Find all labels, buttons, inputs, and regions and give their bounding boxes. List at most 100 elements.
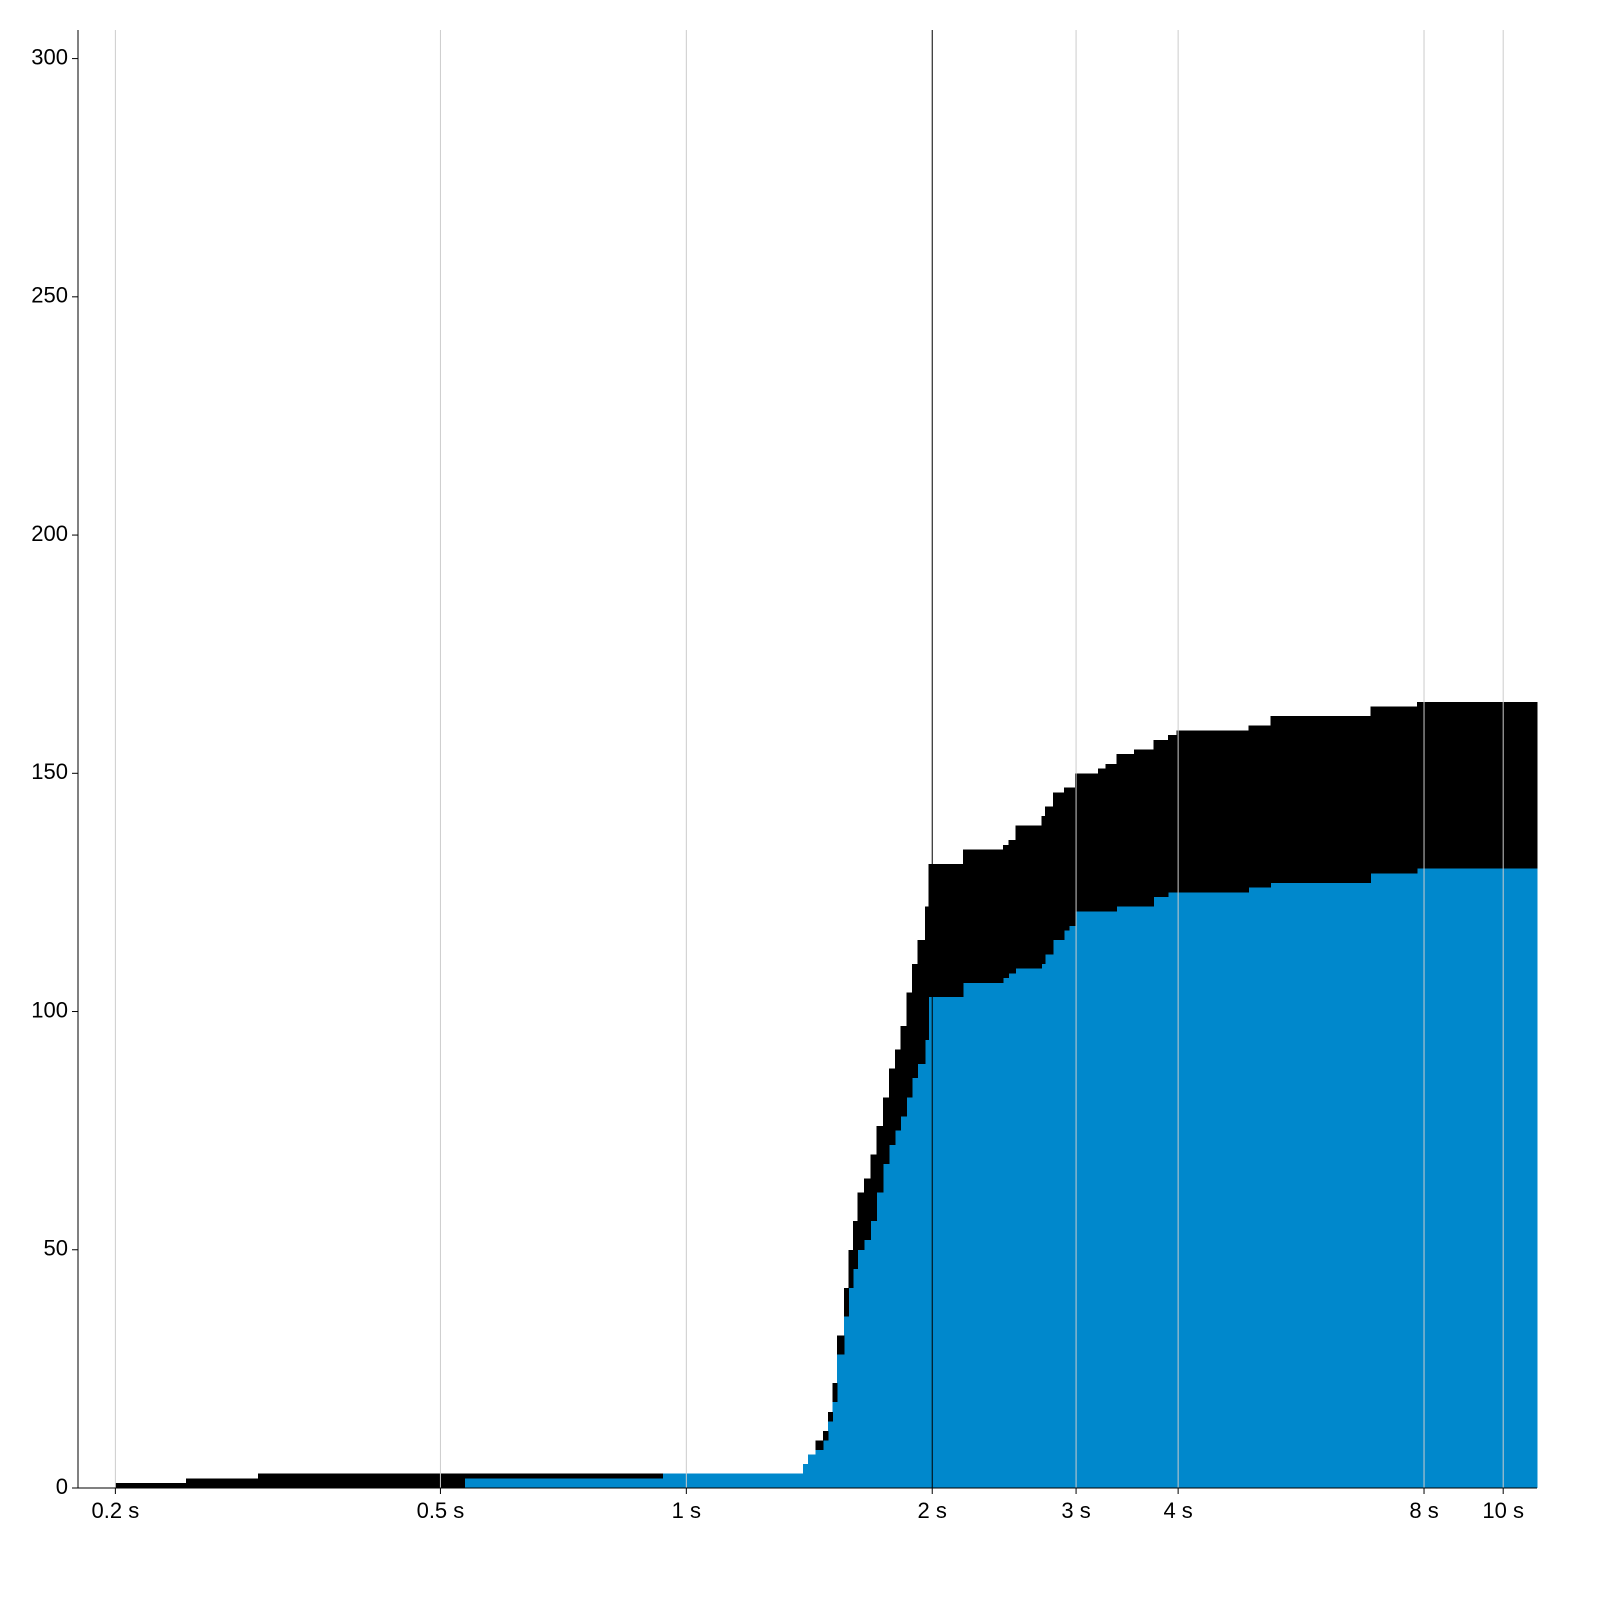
area-step — [1015, 825, 1042, 969]
area-step — [962, 849, 1004, 983]
area-step — [928, 863, 964, 998]
area-step — [1008, 973, 1017, 1488]
area-step — [464, 1473, 663, 1479]
area-step — [837, 1335, 845, 1355]
x-tick-label: 8 s — [1409, 1498, 1438, 1523]
area-step — [1105, 763, 1117, 912]
x-tick-label: 1 s — [672, 1498, 701, 1523]
area-step — [876, 1192, 884, 1488]
area-step — [863, 1178, 871, 1241]
area-step — [1068, 787, 1076, 926]
area-step — [1116, 754, 1135, 907]
area-step — [803, 1464, 809, 1488]
x-tick-label: 4 s — [1163, 1498, 1192, 1523]
area-step — [1064, 930, 1070, 1488]
area-step — [832, 1402, 838, 1488]
area-step — [882, 1097, 890, 1164]
area-step — [837, 1354, 845, 1488]
area-step — [1153, 739, 1169, 898]
area-step — [1133, 749, 1154, 907]
area-step — [1168, 735, 1177, 893]
area-step — [928, 997, 964, 1488]
area-step — [1248, 725, 1272, 888]
area-step — [917, 1063, 926, 1488]
area-step — [115, 1483, 187, 1488]
area-step — [827, 1421, 834, 1488]
area-step — [1064, 787, 1070, 931]
area-step — [1176, 892, 1250, 1488]
area-step — [815, 1440, 824, 1450]
area-step — [1270, 882, 1372, 1488]
area-step — [1153, 897, 1169, 1488]
area-step — [906, 992, 913, 1098]
area-step — [870, 1154, 878, 1222]
area-step — [1097, 768, 1107, 912]
area-step — [857, 1249, 865, 1488]
area-step — [823, 1440, 829, 1488]
area-step — [1176, 730, 1250, 893]
area-step — [853, 1221, 858, 1269]
area-step — [1370, 873, 1418, 1488]
area-step — [823, 1430, 829, 1441]
x-tick-label: 10 s — [1482, 1498, 1524, 1523]
area-step — [1068, 925, 1076, 1488]
area-step — [1133, 906, 1154, 1488]
x-tick-label: 3 s — [1061, 1498, 1090, 1523]
y-tick-label: 50 — [44, 1236, 68, 1261]
area-step — [1270, 716, 1372, 883]
y-tick-label: 0 — [56, 1474, 68, 1499]
area-step — [1097, 911, 1107, 1488]
area-step — [844, 1316, 850, 1488]
area-step — [1370, 706, 1418, 874]
area-step — [827, 1411, 834, 1422]
x-tick-label: 2 s — [918, 1498, 947, 1523]
area-step — [894, 1049, 902, 1131]
y-tick-label: 200 — [31, 521, 68, 546]
area-step — [1052, 792, 1065, 941]
area-step — [844, 1287, 850, 1317]
area-step — [863, 1240, 871, 1488]
area-step — [906, 1097, 913, 1488]
area-step — [1416, 868, 1538, 1488]
area-step — [1045, 954, 1054, 1488]
area-step — [1015, 968, 1042, 1488]
area-step — [888, 1068, 896, 1145]
area-step — [900, 1116, 907, 1488]
area-step — [848, 1249, 854, 1288]
area-step — [808, 1454, 817, 1488]
area-step — [900, 1025, 907, 1117]
x-tick-label: 0.2 s — [92, 1498, 140, 1523]
area-step — [888, 1144, 896, 1488]
area-step — [258, 1473, 465, 1488]
area-step — [912, 1078, 919, 1488]
area-step — [1052, 940, 1065, 1488]
y-tick-label: 300 — [31, 44, 68, 69]
area-step — [1105, 911, 1117, 1488]
area-step — [1041, 963, 1046, 1488]
area-step — [1002, 978, 1010, 1488]
area-step — [185, 1478, 259, 1488]
area-step — [1008, 840, 1017, 974]
area-step — [1074, 773, 1099, 912]
area-step — [917, 940, 926, 1064]
area-step — [870, 1221, 878, 1488]
area-step — [853, 1268, 858, 1488]
y-tick-label: 250 — [31, 283, 68, 308]
area-step — [962, 982, 1004, 1488]
area-step — [1168, 892, 1177, 1488]
y-tick-label: 150 — [31, 759, 68, 784]
area-step — [815, 1449, 824, 1488]
area-step — [925, 1040, 930, 1488]
area-step — [1248, 887, 1272, 1488]
area-step — [1041, 816, 1046, 964]
area-step — [848, 1287, 854, 1488]
area-step — [464, 1478, 663, 1488]
area-step — [894, 1130, 902, 1488]
area-step — [1416, 701, 1538, 869]
area-step — [857, 1192, 865, 1250]
area-step — [662, 1473, 804, 1488]
y-tick-label: 100 — [31, 997, 68, 1022]
area-step — [1045, 806, 1054, 955]
area-step — [1074, 911, 1099, 1488]
